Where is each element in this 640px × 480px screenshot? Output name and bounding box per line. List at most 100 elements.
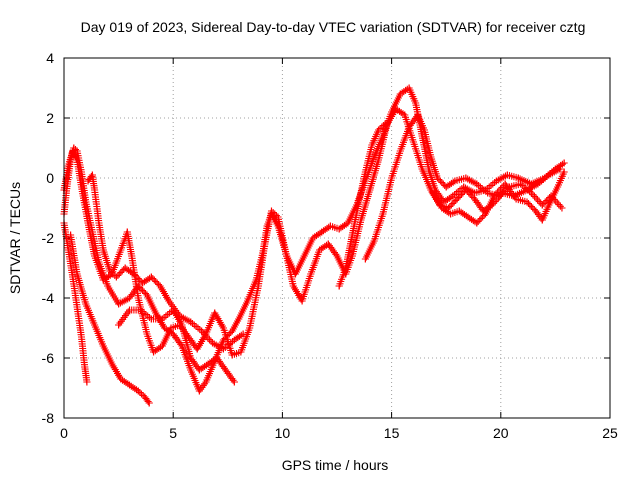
data-point: [326, 222, 334, 230]
data-point: [473, 180, 481, 188]
data-point: [254, 282, 262, 290]
data-point: [344, 219, 352, 227]
data-point: [230, 336, 238, 344]
data-point: [425, 165, 433, 173]
data-point: [156, 282, 164, 290]
data-point: [126, 381, 134, 389]
data-point: [178, 342, 186, 350]
data-point: [455, 207, 463, 215]
data-point: [492, 177, 500, 185]
series-5: [84, 171, 247, 353]
data-point: [235, 315, 243, 323]
data-point: [464, 213, 472, 221]
x-axis-label: GPS time / hours: [282, 457, 389, 473]
data-point: [368, 141, 376, 149]
data-point: [193, 345, 201, 353]
data-point: [523, 198, 531, 206]
data-point: [409, 138, 417, 146]
data-point: [370, 153, 378, 161]
data-point: [213, 354, 221, 362]
data-point: [289, 282, 297, 290]
data-point: [246, 324, 254, 332]
data-point: [538, 201, 546, 209]
data-point: [534, 180, 542, 188]
data-point: [81, 363, 89, 371]
data-point: [69, 147, 77, 155]
data-point: [209, 339, 217, 347]
data-point: [136, 306, 144, 314]
data-point: [501, 180, 509, 188]
data-point: [560, 168, 568, 176]
data-point: [429, 189, 437, 197]
data-point: [84, 177, 92, 185]
data-point: [405, 123, 413, 131]
data-point: [198, 327, 206, 335]
data-point: [482, 210, 490, 218]
x-tick-label: 20: [493, 425, 509, 441]
data-point: [554, 183, 562, 191]
x-tick-label: 25: [602, 425, 618, 441]
series-9: [429, 168, 568, 227]
data-point: [545, 171, 553, 179]
series-1: [60, 84, 568, 395]
data-point: [64, 162, 72, 170]
data-point: [69, 273, 77, 281]
data-point: [401, 111, 409, 119]
data-point: [348, 252, 356, 260]
data-point: [178, 321, 186, 329]
data-point: [95, 219, 103, 227]
data-point: [558, 204, 566, 212]
data-point: [141, 393, 149, 401]
data-point: [143, 291, 151, 299]
data-point: [433, 174, 441, 182]
data-point: [99, 246, 107, 254]
data-point: [418, 165, 426, 173]
data-point: [239, 330, 247, 338]
y-tick-label: -4: [42, 290, 55, 306]
data-point: [366, 186, 374, 194]
data-point: [307, 270, 315, 278]
data-point: [514, 174, 522, 182]
data-point: [83, 378, 91, 386]
data-point: [361, 168, 369, 176]
data-point: [503, 171, 511, 179]
data-point: [412, 99, 420, 107]
data-point: [167, 324, 175, 332]
data-point: [73, 303, 81, 311]
data-point: [361, 255, 369, 263]
data-point: [453, 195, 461, 203]
x-tick-label: 5: [169, 425, 177, 441]
series-3: [60, 219, 91, 386]
data-point: [462, 186, 470, 194]
data-point: [538, 216, 546, 224]
data-point: [396, 90, 404, 98]
data-point: [324, 240, 332, 248]
y-tick-label: 4: [46, 50, 54, 66]
data-point: [147, 273, 155, 281]
data-point: [316, 246, 324, 254]
data-point: [115, 321, 123, 329]
data-point: [139, 279, 147, 287]
data-point: [82, 300, 90, 308]
data-point: [370, 237, 378, 245]
data-point: [121, 264, 129, 272]
data-point: [532, 207, 540, 215]
data-point: [160, 324, 168, 332]
data-point: [484, 189, 492, 197]
data-point: [447, 210, 455, 218]
data-point: [187, 354, 195, 362]
data-point: [202, 378, 210, 386]
x-tick-label: 0: [60, 425, 68, 441]
data-point: [158, 342, 166, 350]
data-point: [451, 177, 459, 185]
data-point: [237, 348, 245, 356]
data-series: [60, 84, 568, 407]
data-point: [123, 228, 131, 236]
data-point: [512, 195, 520, 203]
data-point: [355, 198, 363, 206]
data-point: [147, 315, 155, 323]
series-7: [335, 120, 389, 290]
data-point: [211, 309, 219, 317]
data-point: [112, 273, 120, 281]
